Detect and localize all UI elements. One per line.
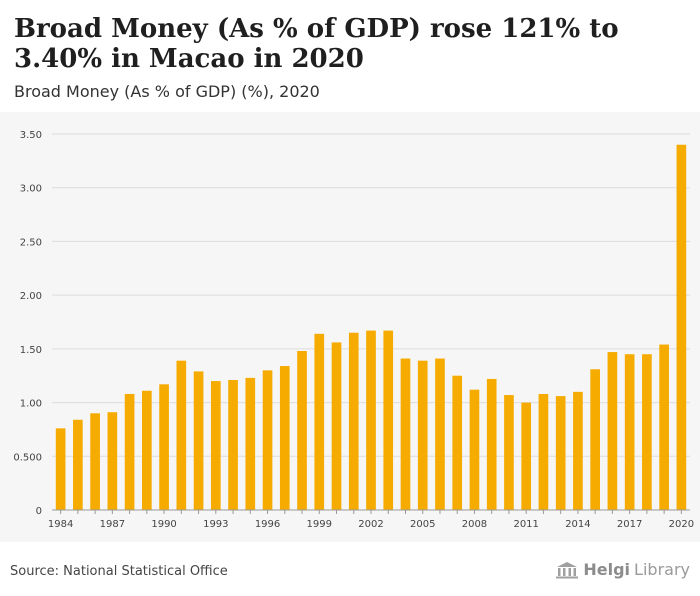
bar-1997[interactable]	[279, 366, 290, 510]
bar-2002[interactable]	[366, 330, 376, 510]
y-axis: 0 0.500 1.00 1.50 2.00 2.50 3.00 3.50	[13, 130, 42, 517]
x-tick-label: 2014	[565, 519, 590, 530]
chart-title: Broad Money (As % of GDP) rose 121% to 3…	[14, 14, 619, 74]
y-tick-label: 1.50	[20, 345, 42, 356]
bar-2009[interactable]	[486, 378, 497, 510]
bar-1989[interactable]	[142, 390, 152, 510]
y-tick-label: 1.00	[20, 399, 42, 410]
bar-2015[interactable]	[590, 369, 600, 510]
x-tick-label: 2017	[617, 519, 642, 530]
y-tick-label: 3.00	[20, 184, 42, 195]
y-tick-label: 2.50	[20, 237, 42, 248]
logo-building-icon	[555, 561, 579, 579]
bar-2017[interactable]	[624, 354, 635, 510]
bar-2000[interactable]	[331, 342, 342, 510]
bar-1996[interactable]	[262, 370, 273, 510]
bar-1992[interactable]	[193, 371, 204, 510]
x-tick-label: 2005	[410, 519, 435, 530]
bar-2013[interactable]	[555, 396, 566, 510]
bar-1987[interactable]	[107, 412, 118, 510]
bar-1994[interactable]	[228, 380, 238, 510]
x-tick-label: 1984	[48, 519, 73, 530]
bar-1993[interactable]	[210, 381, 221, 510]
bar-2008[interactable]	[469, 389, 480, 510]
bar-2003[interactable]	[383, 330, 394, 510]
bar-1990[interactable]	[159, 384, 169, 510]
bar-2018[interactable]	[642, 354, 652, 510]
source-note: Source: National Statistical Office	[10, 564, 228, 579]
bar-2016[interactable]	[607, 352, 618, 510]
x-tick-label: 1996	[255, 519, 280, 530]
bar-1986[interactable]	[90, 413, 100, 510]
bar-2011[interactable]	[521, 402, 532, 510]
y-tick-label: 0.500	[13, 452, 42, 463]
bar-1984[interactable]	[55, 428, 66, 510]
bar-2006[interactable]	[435, 358, 445, 510]
x-tick-label: 1993	[203, 519, 228, 530]
bar-1998[interactable]	[297, 351, 307, 510]
x-tick-label: 1990	[151, 519, 176, 530]
bar-2005[interactable]	[417, 360, 428, 510]
logo-text-helgi: Helgi	[583, 560, 631, 579]
y-tick-label: 2.00	[20, 291, 42, 302]
bar-2007[interactable]	[452, 375, 463, 510]
y-tick-label: 3.50	[20, 130, 42, 141]
bar-2014[interactable]	[573, 391, 583, 510]
x-tick-label: 2020	[669, 519, 694, 530]
helgi-library-logo[interactable]: Helgi Library	[555, 560, 690, 579]
bar-1988[interactable]	[124, 393, 135, 510]
bar-1995[interactable]	[245, 377, 256, 510]
bar-2012[interactable]	[538, 393, 549, 510]
x-tick-label: 1999	[307, 519, 332, 530]
bar-2010[interactable]	[504, 395, 514, 510]
logo-text-library: Library	[634, 560, 690, 579]
bar-2020[interactable]	[676, 144, 687, 510]
bar-2004[interactable]	[400, 358, 411, 510]
x-tick-label: 1987	[100, 519, 125, 530]
bar-1991[interactable]	[176, 360, 187, 510]
x-tick-label: 2002	[358, 519, 383, 530]
x-axis: 1984 1987 1990 1993 1996 1999 2002 2005 2008 2011…	[48, 509, 694, 530]
bar-2001[interactable]	[348, 332, 359, 510]
bars	[55, 144, 687, 510]
x-tick-label: 2008	[462, 519, 487, 530]
y-tick-label: 0	[36, 506, 42, 517]
x-tick-label: 2011	[513, 519, 538, 530]
chart-subtitle: Broad Money (As % of GDP) (%), 2020	[14, 82, 320, 101]
bar-2019[interactable]	[659, 344, 669, 510]
bar-1985[interactable]	[73, 419, 83, 510]
bar-1999[interactable]	[314, 333, 325, 510]
